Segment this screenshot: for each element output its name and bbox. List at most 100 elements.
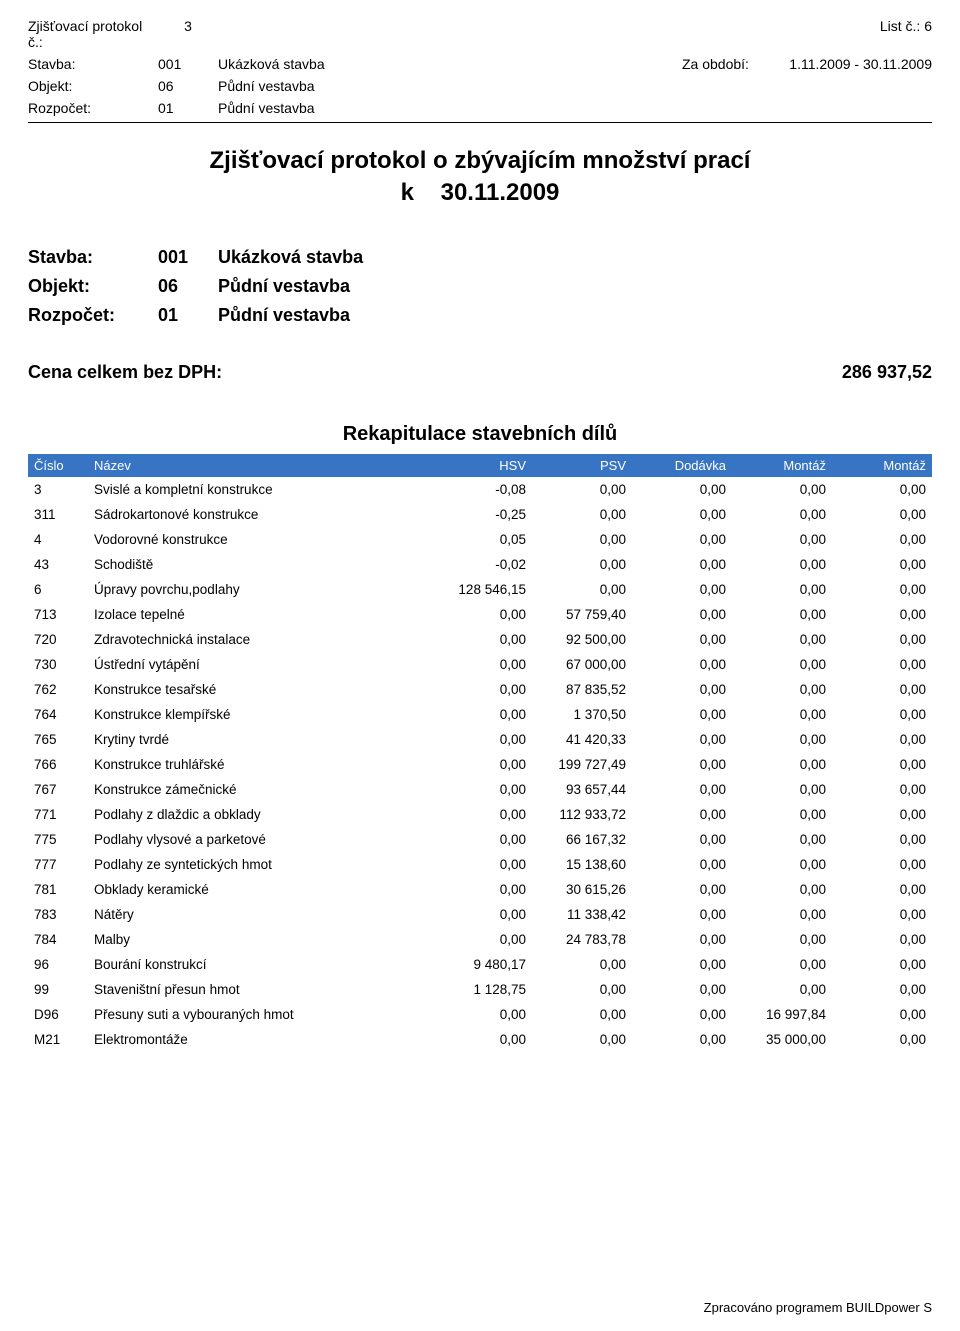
cell-hsv: 0,00 [426,932,526,947]
protocol-label: Zjišťovací protokol č.: [28,18,158,50]
cell-psv: 0,00 [526,982,626,997]
cell-montaz2: 0,00 [826,632,926,647]
cell-nazev: Zdravotechnická instalace [94,632,426,647]
objekt-name: Půdní vestavba [218,78,932,94]
rozpocet-name: Půdní vestavba [218,100,932,116]
table-row: 784Malby0,0024 783,780,000,000,00 [28,927,932,952]
objekt-code: 06 [158,78,218,94]
table-row: 311Sádrokartonové konstrukce-0,250,000,0… [28,502,932,527]
table-row: 4Vodorovné konstrukce0,050,000,000,000,0… [28,527,932,552]
cell-nazev: Sádrokartonové konstrukce [94,507,426,522]
cell-nazev: Konstrukce zámečnické [94,782,426,797]
cell-montaz2: 0,00 [826,532,926,547]
cell-cislo: 767 [34,782,94,797]
cell-hsv: 0,00 [426,757,526,772]
cell-psv: 199 727,49 [526,757,626,772]
cell-montaz1: 16 997,84 [726,1007,826,1022]
cell-nazev: Vodorovné konstrukce [94,532,426,547]
cell-montaz1: 0,00 [726,907,826,922]
cell-cislo: M21 [34,1032,94,1047]
cell-montaz2: 0,00 [826,607,926,622]
cell-hsv: -0,25 [426,507,526,522]
cell-montaz2: 0,00 [826,732,926,747]
cell-nazev: Podlahy vlysové a parketové [94,832,426,847]
cell-psv: 0,00 [526,557,626,572]
cell-hsv: 0,00 [426,1032,526,1047]
stavba-code: 001 [158,56,218,72]
cell-hsv: 0,00 [426,607,526,622]
cell-montaz1: 0,00 [726,657,826,672]
table-row: M21Elektromontáže0,000,000,0035 000,000,… [28,1027,932,1052]
cell-dodavka: 0,00 [626,757,726,772]
table-row: 766Konstrukce truhlářské0,00199 727,490,… [28,752,932,777]
cell-cislo: 6 [34,582,94,597]
cell-hsv: 9 480,17 [426,957,526,972]
table-row: 765Krytiny tvrdé0,0041 420,330,000,000,0… [28,727,932,752]
cell-cislo: D96 [34,1007,94,1022]
cell-montaz1: 0,00 [726,732,826,747]
cell-psv: 15 138,60 [526,857,626,872]
table-row: 720Zdravotechnická instalace0,0092 500,0… [28,627,932,652]
cell-montaz1: 0,00 [726,832,826,847]
cell-montaz1: 0,00 [726,707,826,722]
page-title: Zjišťovací protokol o zbývajícím množstv… [28,147,932,175]
info-stavba-code: 001 [158,247,218,268]
cell-psv: 67 000,00 [526,657,626,672]
cell-montaz1: 0,00 [726,857,826,872]
cell-nazev: Podlahy z dlaždic a obklady [94,807,426,822]
info-objekt-name: Půdní vestavba [218,276,350,297]
cell-psv: 30 615,26 [526,882,626,897]
cell-montaz1: 0,00 [726,757,826,772]
cell-dodavka: 0,00 [626,857,726,872]
objekt-label: Objekt: [28,78,158,94]
cell-dodavka: 0,00 [626,532,726,547]
table-row: 781Obklady keramické0,0030 615,260,000,0… [28,877,932,902]
cell-cislo: 99 [34,982,94,997]
table-row: 6Úpravy povrchu,podlahy128 546,150,000,0… [28,577,932,602]
table-row: 771Podlahy z dlaždic a obklady0,00112 93… [28,802,932,827]
table-row: 43Schodiště-0,020,000,000,000,00 [28,552,932,577]
cell-montaz2: 0,00 [826,807,926,822]
cell-montaz2: 0,00 [826,1032,926,1047]
cell-nazev: Konstrukce tesařské [94,682,426,697]
cell-nazev: Krytiny tvrdé [94,732,426,747]
cell-montaz2: 0,00 [826,482,926,497]
info-objekt-code: 06 [158,276,218,297]
cell-hsv: 0,00 [426,682,526,697]
cell-cislo: 96 [34,957,94,972]
cell-montaz1: 0,00 [726,557,826,572]
info-rozpocet-code: 01 [158,305,218,326]
cell-montaz1: 0,00 [726,682,826,697]
table-row: 96Bourání konstrukcí9 480,170,000,000,00… [28,952,932,977]
rozpocet-label: Rozpočet: [28,100,158,116]
cell-cislo: 771 [34,807,94,822]
cell-montaz1: 0,00 [726,582,826,597]
cell-cislo: 781 [34,882,94,897]
cell-hsv: 0,00 [426,882,526,897]
protocol-no: 3 [158,18,218,50]
cell-montaz2: 0,00 [826,882,926,897]
cell-psv: 0,00 [526,1032,626,1047]
cell-cislo: 764 [34,707,94,722]
cell-nazev: Obklady keramické [94,882,426,897]
cell-cislo: 775 [34,832,94,847]
cell-montaz1: 0,00 [726,482,826,497]
footer: Zpracováno programem BUILDpower S [704,1300,932,1315]
info-objekt-label: Objekt: [28,276,158,297]
cell-montaz2: 0,00 [826,832,926,847]
section-title: Rekapitulace stavebních dílů [28,423,932,446]
price-value: 286 937,52 [842,362,932,383]
cell-nazev: Podlahy ze syntetických hmot [94,857,426,872]
table-row: 99Staveništní přesun hmot1 128,750,000,0… [28,977,932,1002]
cell-montaz2: 0,00 [826,957,926,972]
cell-psv: 0,00 [526,507,626,522]
cell-montaz2: 0,00 [826,757,926,772]
cell-dodavka: 0,00 [626,957,726,972]
period-label: Za období: [682,56,782,72]
price-label: Cena celkem bez DPH: [28,362,222,383]
cell-hsv: 0,00 [426,657,526,672]
cell-dodavka: 0,00 [626,607,726,622]
table-row: 762Konstrukce tesařské0,0087 835,520,000… [28,677,932,702]
table-row: 775Podlahy vlysové a parketové0,0066 167… [28,827,932,852]
info-stavba-label: Stavba: [28,247,158,268]
